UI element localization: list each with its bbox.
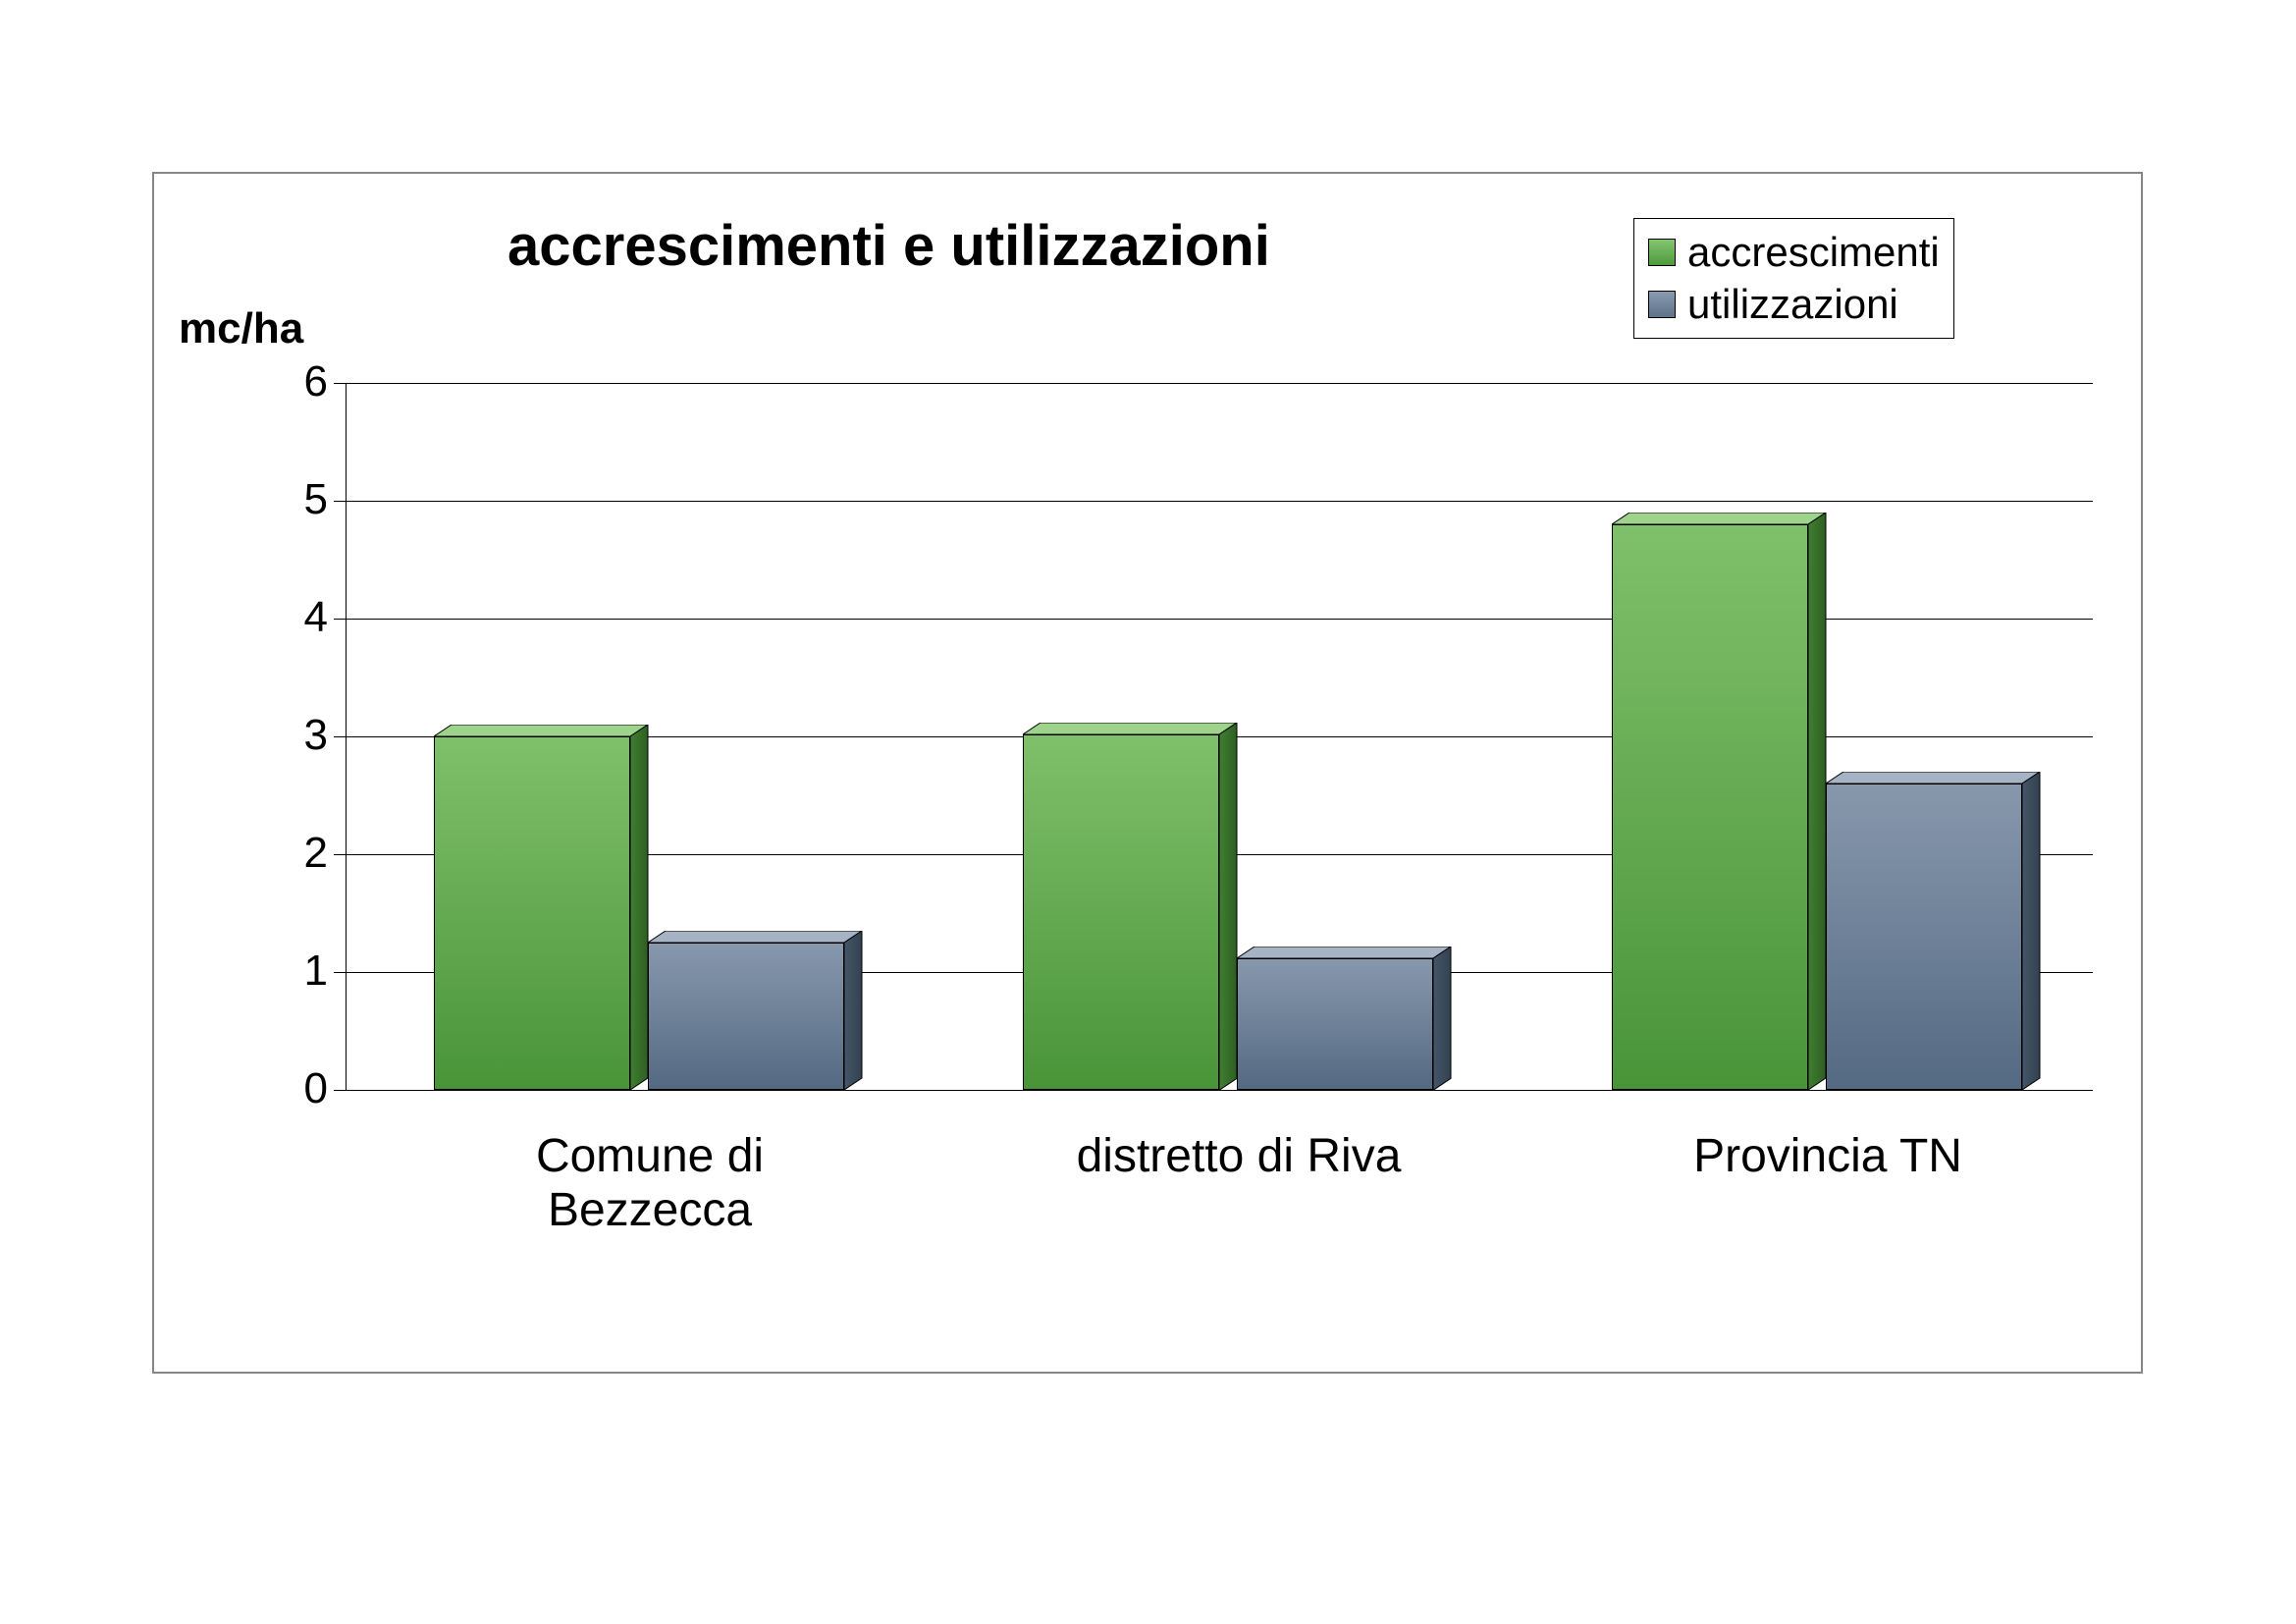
ytick-mark (334, 619, 346, 620)
plot-area (346, 383, 2093, 1090)
bar-face (1826, 784, 2022, 1090)
xtick-label: Provincia TN (1563, 1129, 2093, 1183)
ytick-label: 5 (269, 475, 328, 524)
bar-face (648, 943, 844, 1090)
legend-label: accrescimenti (1687, 227, 1940, 279)
ytick-mark (334, 736, 346, 737)
ytick-label: 4 (269, 593, 328, 642)
bar (1612, 524, 1808, 1090)
ytick-mark (334, 383, 346, 384)
legend: accrescimentiutilizzazioni (1633, 218, 1954, 339)
ytick-label: 0 (269, 1064, 328, 1113)
legend-swatch-icon (1648, 291, 1676, 318)
chart-title: accrescimenti e utilizzazioni (507, 213, 1270, 279)
ytick-mark (334, 501, 346, 502)
gridline (346, 383, 2093, 384)
bar-face (1237, 958, 1433, 1090)
legend-item: accrescimenti (1648, 227, 1940, 279)
bar (1237, 958, 1433, 1090)
bar (1023, 734, 1219, 1090)
legend-swatch-icon (1648, 239, 1676, 266)
page: accrescimenti e utilizzazioni mc/ha accr… (0, 0, 2296, 1624)
ytick-label: 1 (269, 947, 328, 996)
bar-face (1612, 524, 1808, 1090)
bar-face (434, 736, 630, 1090)
gridline (346, 501, 2093, 502)
ytick-mark (334, 972, 346, 973)
y-axis-title: mc/ha (179, 304, 303, 353)
ytick-mark (334, 854, 346, 855)
bar (1826, 784, 2022, 1090)
ytick-mark (334, 1090, 346, 1091)
bar-face (1023, 734, 1219, 1090)
ytick-label: 6 (269, 357, 328, 406)
legend-item: utilizzazioni (1648, 279, 1940, 331)
bar (648, 943, 844, 1090)
bar (434, 736, 630, 1090)
xtick-label: Comune di Bezzecca (385, 1129, 915, 1237)
chart-frame: accrescimenti e utilizzazioni mc/ha accr… (152, 172, 2143, 1374)
xtick-label: distretto di Riva (974, 1129, 1504, 1183)
ytick-label: 2 (269, 829, 328, 878)
gridline (346, 619, 2093, 620)
legend-label: utilizzazioni (1687, 279, 1898, 331)
ytick-label: 3 (269, 711, 328, 760)
